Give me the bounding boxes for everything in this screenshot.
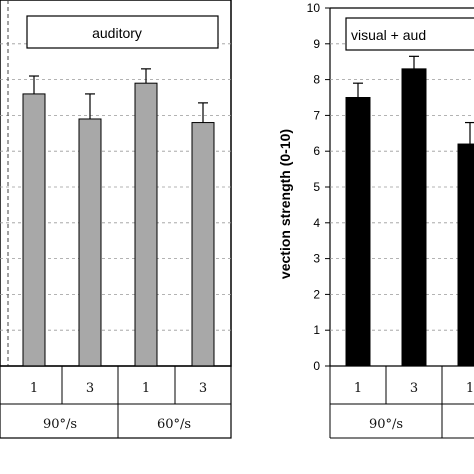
visual-aud-panel: vection strength (0-10) 0 1 2 3 4 5 6 7 8 9 10 vis… bbox=[277, 1, 474, 439]
right-bar-1 bbox=[345, 97, 371, 367]
y-tick-label: 1 bbox=[313, 323, 320, 337]
y-tick-label: 7 bbox=[313, 108, 320, 122]
y-tick-label: 10 bbox=[307, 1, 321, 15]
left-cat-label-2: 3 bbox=[86, 381, 94, 396]
y-axis-label: vection strength (0-10) bbox=[277, 129, 293, 279]
auditory-panel: auditory 1 3 1 3 90°/s 60°/s bbox=[0, 0, 232, 439]
left-cat-label-4: 3 bbox=[199, 381, 207, 396]
left-bars bbox=[22, 68, 215, 367]
right-group-label-1: 90°/s bbox=[369, 417, 403, 432]
left-bar-1 bbox=[22, 93, 46, 367]
left-group-label-2: 60°/s bbox=[157, 417, 191, 432]
right-cat-label-2: 3 bbox=[410, 381, 418, 396]
right-bar-3 bbox=[457, 143, 474, 367]
right-bars bbox=[345, 55, 474, 367]
y-tick-label: 2 bbox=[313, 287, 320, 301]
right-y-tick-labels: 0 1 2 3 4 5 6 7 8 9 10 bbox=[307, 1, 330, 373]
y-tick-label: 9 bbox=[313, 37, 320, 51]
y-tick-label: 0 bbox=[313, 359, 320, 373]
left-panel-title: auditory bbox=[92, 25, 142, 41]
right-panel-title-box bbox=[345, 17, 474, 51]
right-panel-title: visual + aud bbox=[351, 27, 426, 43]
y-tick-label: 5 bbox=[313, 180, 320, 194]
left-bar-4 bbox=[191, 122, 215, 367]
left-panel-title-box bbox=[26, 15, 219, 49]
y-tick-label: 4 bbox=[313, 216, 320, 230]
left-group-label-1: 90°/s bbox=[43, 417, 77, 432]
left-cat-label-1: 1 bbox=[30, 381, 38, 396]
y-tick-label: 3 bbox=[313, 252, 320, 266]
left-bar-3 bbox=[134, 82, 158, 367]
left-cat-label-3: 1 bbox=[142, 381, 150, 396]
left-bar-2 bbox=[78, 118, 102, 367]
y-tick-label: 6 bbox=[313, 144, 320, 158]
right-bar-2 bbox=[401, 68, 427, 367]
right-cat-label-3: 1 bbox=[466, 381, 474, 396]
left-category-table bbox=[0, 365, 232, 439]
right-cat-label-1: 1 bbox=[354, 381, 362, 396]
y-tick-label: 8 bbox=[313, 73, 320, 87]
